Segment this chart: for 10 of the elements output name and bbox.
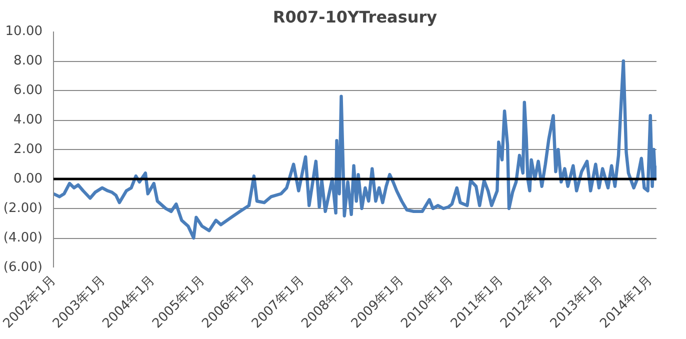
y-tick-label: 0.00 (14, 172, 43, 186)
y-tick-label: (6.00) (3, 260, 43, 275)
y-tick-label: 10.00 (5, 24, 42, 39)
y-tick-label: 4.00 (14, 112, 43, 128)
y-tick-label: 2.00 (14, 142, 43, 157)
y-tick-label: 6.00 (14, 83, 43, 98)
chart-title: R007-10YTreasury (272, 8, 438, 26)
y-tick-label: 8.00 (14, 54, 43, 68)
y-tick-label: (4.00) (3, 230, 43, 246)
y-tick-label: (2.00) (3, 201, 43, 216)
